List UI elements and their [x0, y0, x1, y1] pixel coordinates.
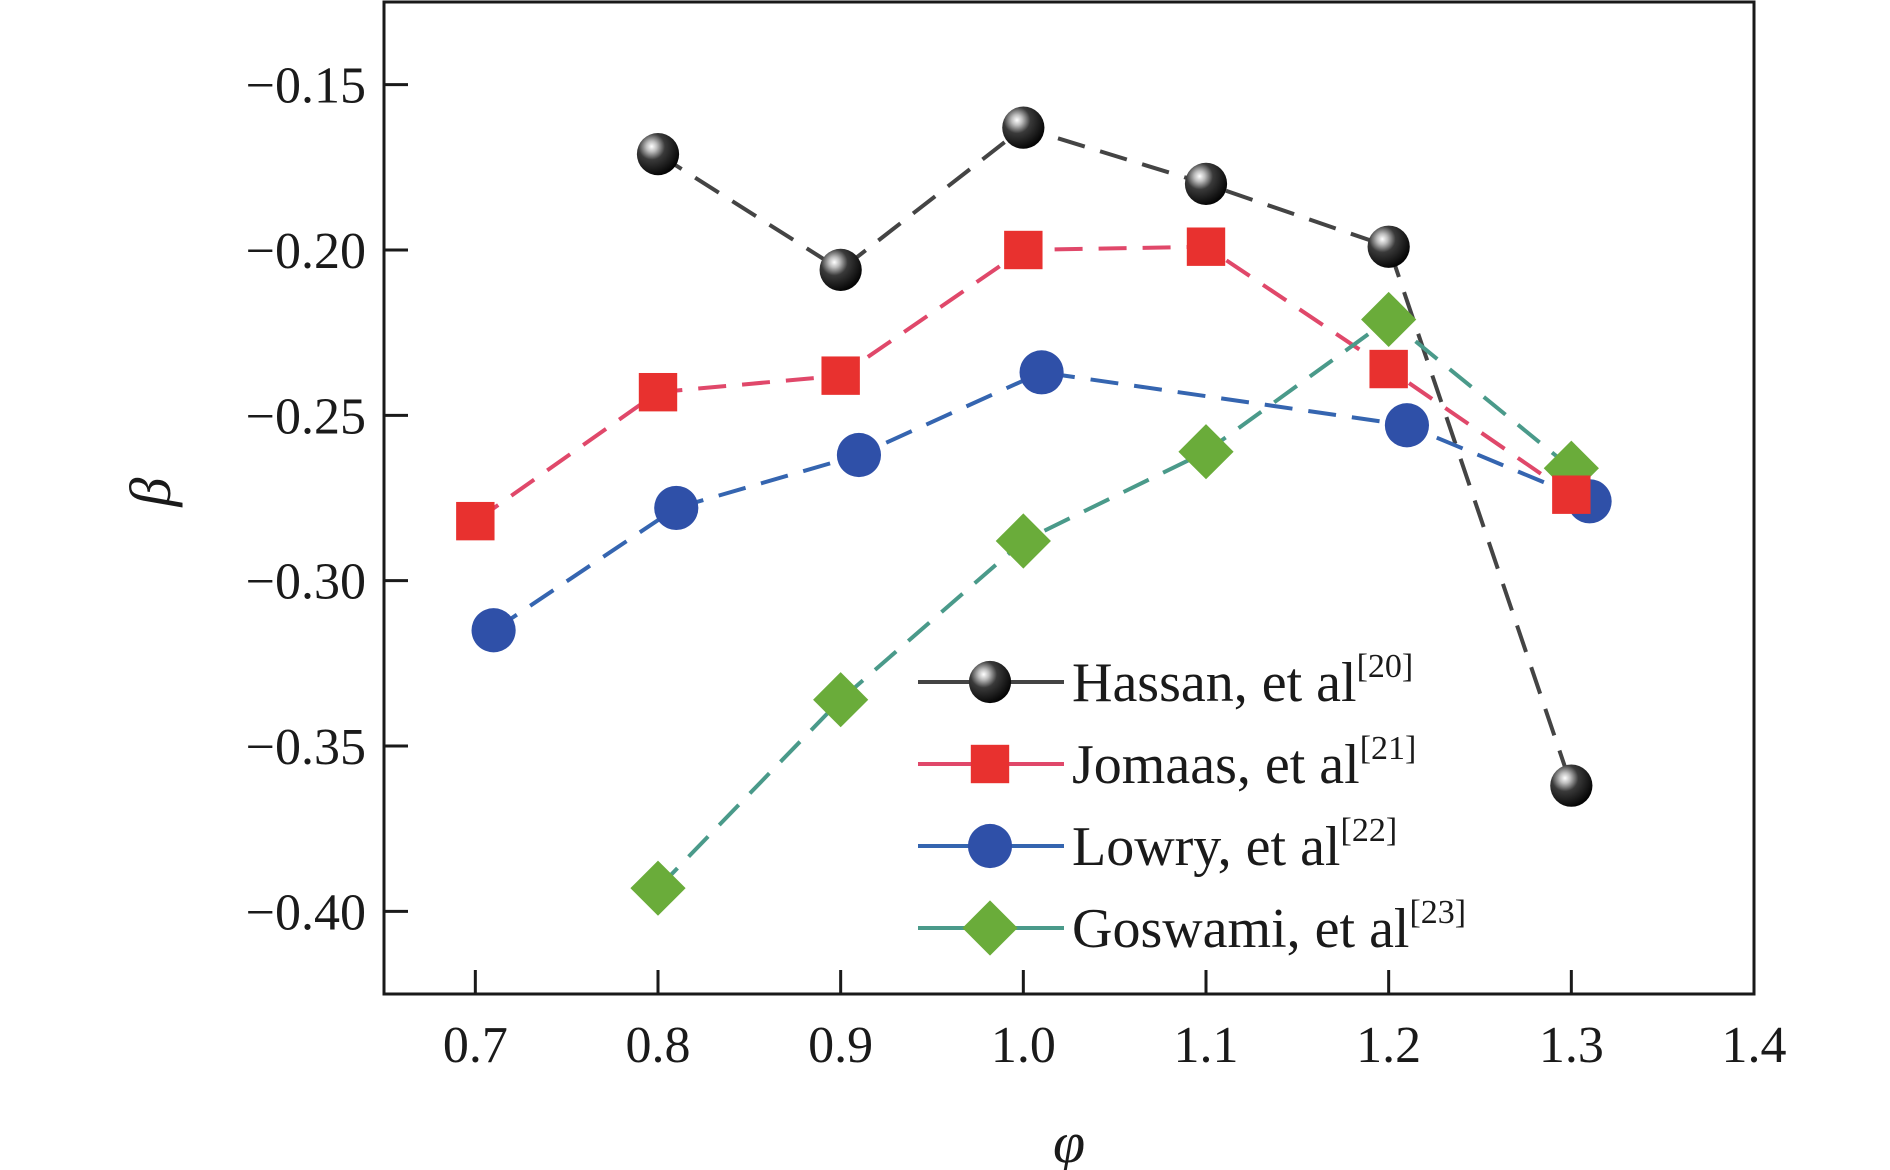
legend-label: Goswami, et al [1072, 898, 1409, 960]
data-point-circle [654, 485, 699, 530]
series-line-2 [492, 370, 1591, 632]
data-point-sphere [1367, 225, 1410, 268]
data-point-square [1004, 230, 1043, 270]
series-line-0 [656, 125, 1574, 787]
legend: Hassan, et al[20] Jomaas, et al[21] Lowry,… [918, 648, 1466, 960]
data-point-diamond [813, 672, 869, 728]
legend-label: Jomaas, et al [1072, 734, 1360, 796]
y-axis-ticks: −0.15 −0.20 −0.25 −0.30 −0.35 −0.40 [246, 58, 408, 941]
data-point-square [1186, 227, 1226, 266]
data-point-diamond [630, 860, 686, 916]
data-point-sphere [1550, 764, 1593, 807]
data-point-sphere [1184, 162, 1228, 205]
legend-item: Hassan, et al[20] [918, 648, 1413, 714]
data-point-circle [471, 608, 516, 653]
legend-item: Goswami, et al[23] [918, 894, 1466, 960]
legend-item: Lowry, et al[22] [918, 812, 1397, 878]
y-tick-label: −0.30 [246, 554, 366, 611]
data-point-circle [836, 432, 882, 478]
series-line-3 [656, 317, 1573, 890]
series-markers [456, 106, 1612, 916]
data-point-diamond [995, 513, 1051, 569]
y-tick-label: −0.20 [246, 223, 366, 280]
legend-reference: [23] [1409, 894, 1466, 931]
legend-label: Lowry, et al [1072, 816, 1341, 878]
svg-text:Hassan, et al[20]: Hassan, et al[20] [1072, 648, 1413, 714]
data-point-sphere [1002, 106, 1045, 149]
x-tick-label: 0.9 [808, 1017, 873, 1074]
data-point-sphere [819, 248, 862, 291]
x-axis-title: φ [1053, 1110, 1085, 1170]
data-point-diamond [1178, 424, 1234, 480]
y-axis-title: β [118, 477, 183, 507]
data-point-square [1552, 475, 1591, 514]
y-tick-label: −0.40 [246, 884, 366, 941]
y-tick-label: −0.35 [246, 719, 366, 776]
data-point-square [1369, 349, 1408, 389]
x-tick-label: 0.8 [626, 1017, 691, 1074]
legend-reference: [22] [1341, 812, 1398, 849]
plot-frame [382, 0, 1756, 996]
data-point-square [456, 501, 495, 541]
data-point-diamond [1361, 291, 1417, 348]
legend-reference: [20] [1357, 648, 1414, 685]
y-tick-label: −0.15 [246, 58, 366, 115]
legend-marker [968, 660, 1012, 704]
legend-reference: [21] [1360, 730, 1417, 767]
data-point-square [638, 372, 678, 412]
data-point-circle [1019, 350, 1064, 395]
data-point-sphere [636, 132, 680, 176]
legend-item: Jomaas, et al[21] [918, 730, 1416, 796]
x-tick-label: 0.7 [443, 1017, 508, 1074]
x-tick-label: 1.1 [1174, 1017, 1239, 1074]
svg-text:Jomaas, et al[21]: Jomaas, et al[21] [1072, 730, 1416, 796]
x-tick-label: 1.3 [1539, 1017, 1604, 1074]
x-tick-label: 1.4 [1722, 1017, 1787, 1074]
data-point-square [821, 356, 860, 395]
legend-label: Hassan, et al [1072, 652, 1357, 714]
x-axis-ticks: 0.7 0.8 0.9 1.0 1.1 1.2 1.3 1.4 [443, 970, 1787, 1074]
legend-marker [967, 823, 1013, 869]
svg-text:Lowry, et al[22]: Lowry, et al[22] [1072, 812, 1397, 878]
x-tick-label: 1.2 [1356, 1017, 1421, 1074]
legend-marker [970, 744, 1010, 784]
y-tick-label: −0.25 [246, 388, 366, 445]
data-point-circle [1384, 403, 1430, 448]
x-tick-label: 1.0 [991, 1017, 1056, 1074]
legend-marker [962, 900, 1018, 956]
series-layer [456, 106, 1612, 916]
svg-text:Goswami, et al[23]: Goswami, et al[23] [1072, 894, 1466, 960]
